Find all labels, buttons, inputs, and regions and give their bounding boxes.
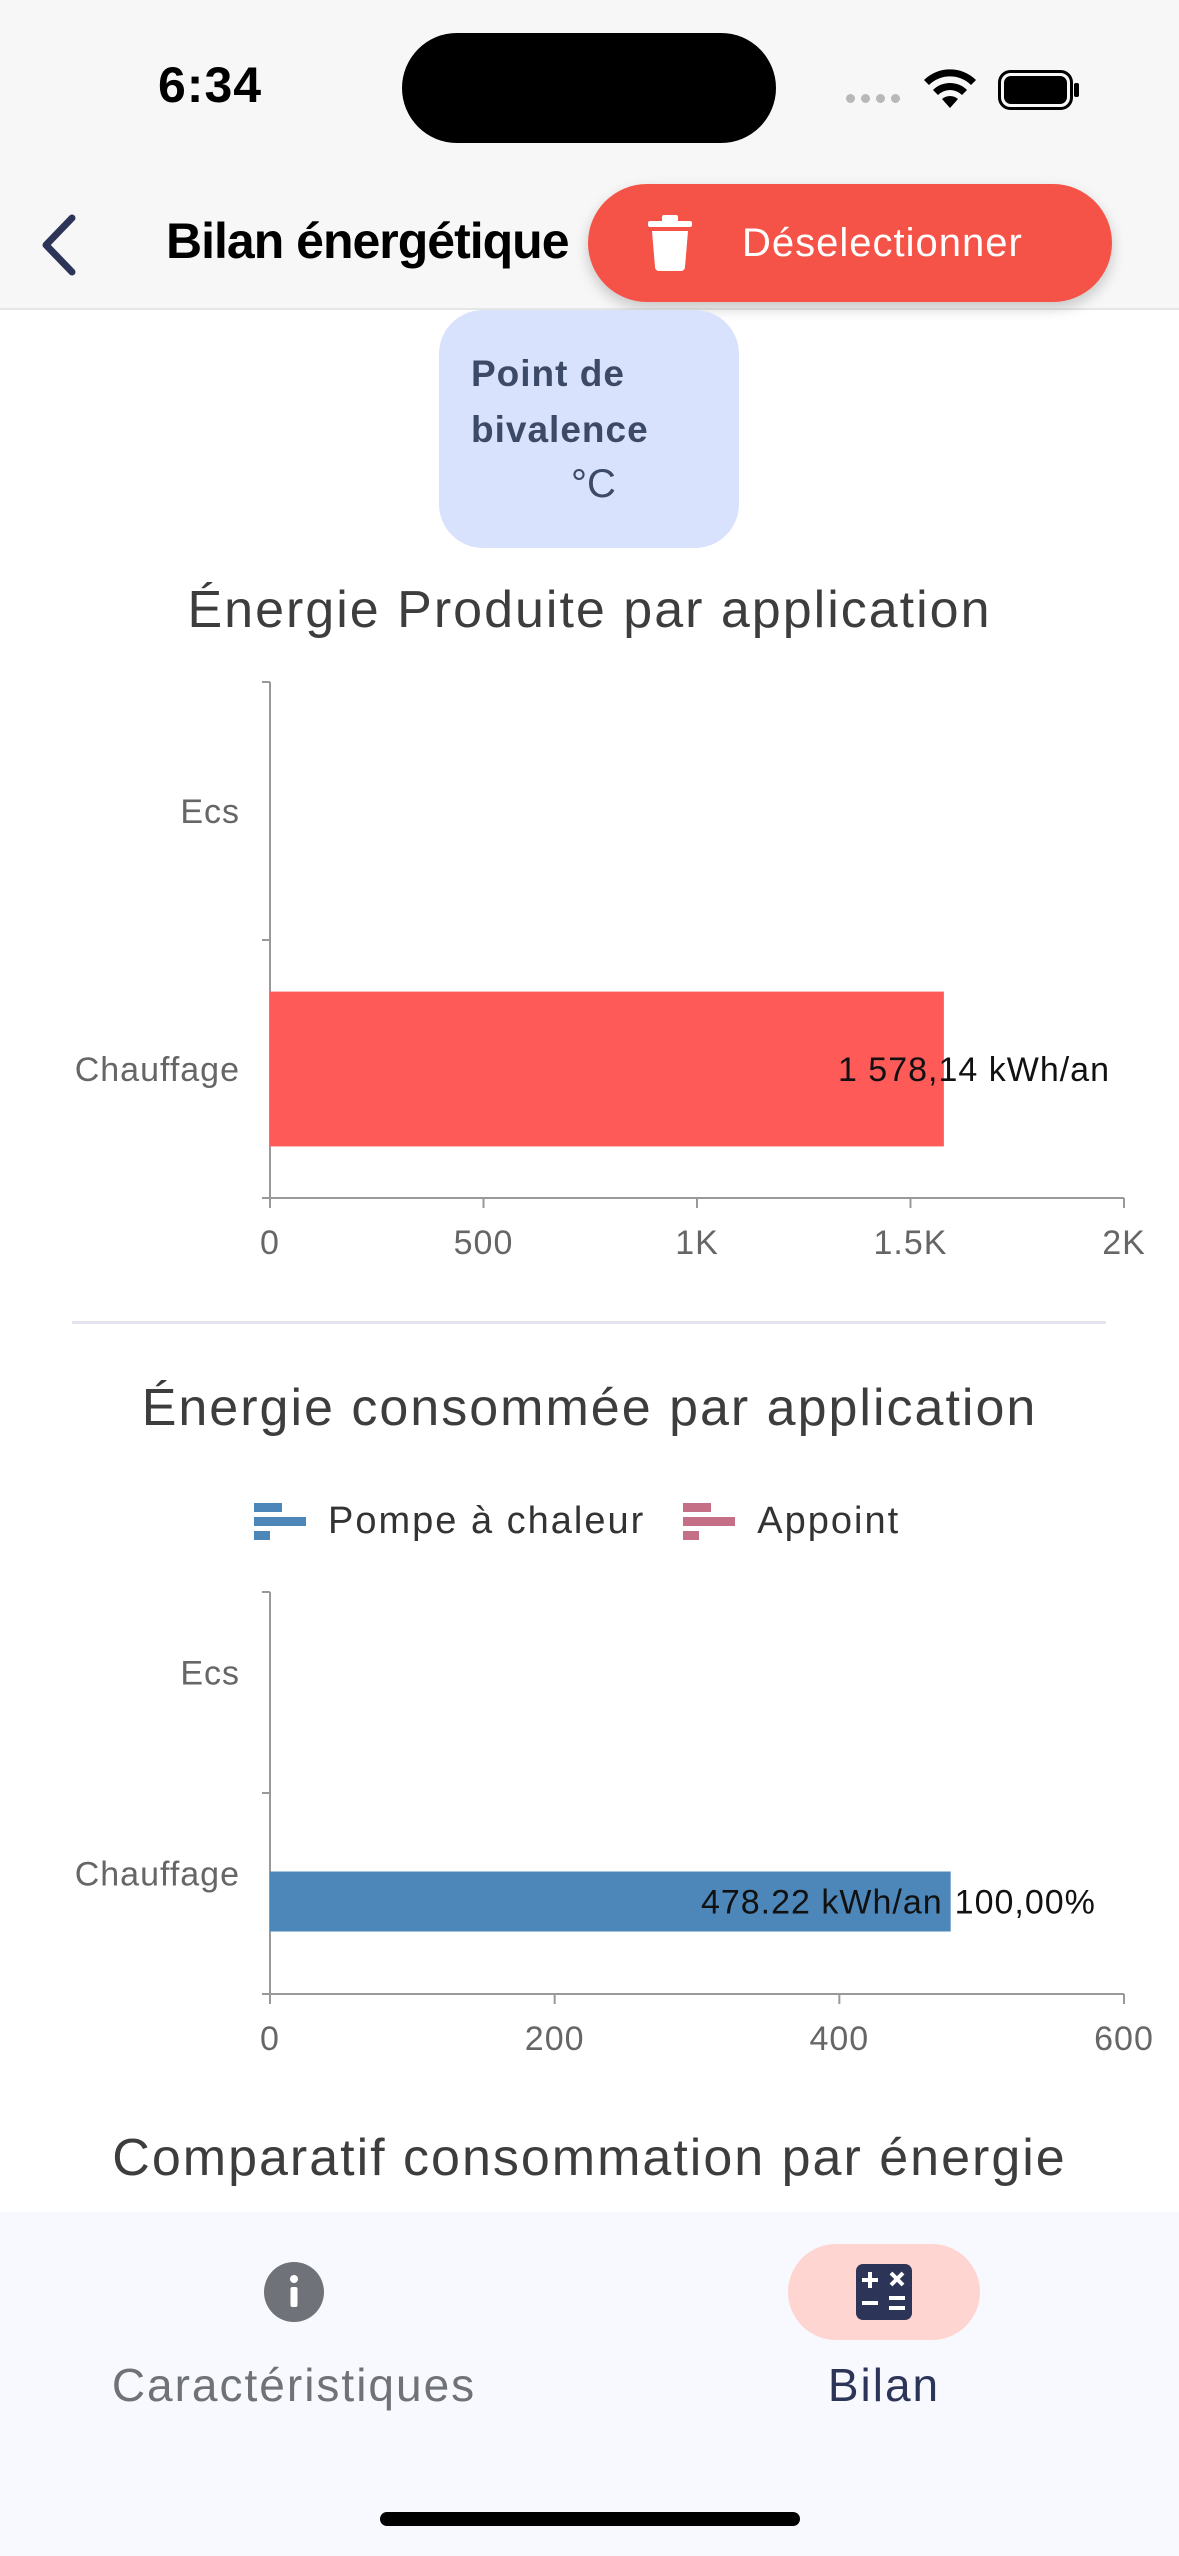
legend-item-heat-pump[interactable]: Pompe à chaleur [254, 1500, 645, 1543]
section-divider [72, 1321, 1106, 1324]
wifi-icon [924, 69, 976, 108]
y-tick-label: Chauffage [75, 1051, 240, 1089]
x-tick-label: 0 [260, 2020, 280, 2058]
deselect-button-label: Déselectionner [742, 220, 1023, 265]
legend-swatch-heat-pump [254, 1502, 306, 1540]
legend-label-appoint: Appoint [757, 1500, 901, 1542]
x-tick-label: 200 [525, 2020, 585, 2058]
app-header: Bilan énergétique Déselectionner [0, 180, 1179, 310]
x-tick-label: 1.5K [874, 1224, 948, 1262]
bar-percent-label: 100,00% [955, 1884, 1096, 1922]
y-tick-label: Ecs [180, 1655, 240, 1693]
x-tick-label: 0 [260, 1224, 280, 1262]
x-tick-label: 600 [1094, 2020, 1154, 2058]
x-tick-label: 1K [675, 1224, 719, 1262]
back-chevron-icon[interactable] [34, 210, 84, 280]
tab-caracteristiques[interactable]: Caractéristiques [104, 2244, 484, 2412]
consumed-energy-title: Énergie consommée par application [141, 1379, 1038, 1437]
deselect-button[interactable]: Déselectionner [588, 184, 1112, 302]
cellular-signal-icon [846, 94, 900, 103]
consumed-energy-legend: Pompe à chaleur Appoint [254, 1500, 938, 1543]
x-tick-label: 400 [809, 2020, 869, 2058]
comparative-energy-title: Comparatif consommation par énergie [112, 2129, 1067, 2187]
legend-swatch-appoint [683, 1502, 736, 1540]
bivalence-point-card: Point de bivalence °C [439, 310, 739, 548]
bar-value-label: 478.22 kWh/an [701, 1884, 943, 1922]
legend-item-appoint[interactable]: Appoint [683, 1500, 900, 1543]
tab-bilan-label: Bilan [827, 2359, 941, 2411]
dynamic-island [402, 33, 776, 143]
bivalence-label: Point de bivalence [471, 353, 649, 450]
page-title: Bilan énergétique [166, 213, 570, 269]
home-indicator [380, 2512, 800, 2526]
produced-energy-title: Énergie Produite par application [187, 581, 992, 639]
bar-chauffage [270, 991, 944, 1147]
status-bar: 6:34 [0, 0, 1179, 180]
x-tick-label: 2K [1102, 1224, 1146, 1262]
battery-icon [998, 70, 1079, 110]
calculator-icon [856, 2264, 912, 2320]
consumed-energy-chart: Ecs Chauffage 0 200 400 600 478.22 kWh/an 100,0… [75, 1591, 1154, 2058]
bar-value-label: 1 578,14 kWh/an [838, 1051, 1110, 1089]
produced-energy-chart: Ecs Chauffage 0 500 1K 1.5K 2K 1 578,14 kWh/an [75, 681, 1146, 1262]
x-tick-label: 500 [454, 1224, 514, 1262]
legend-label-heat-pump: Pompe à chaleur [328, 1500, 646, 1542]
tab-bilan[interactable]: Bilan [786, 2244, 982, 2412]
trash-icon [648, 215, 692, 271]
y-tick-label: Chauffage [75, 1856, 240, 1894]
y-tick-label: Ecs [180, 793, 240, 831]
bivalence-unit: °C [571, 462, 616, 506]
tab-caracteristiques-label: Caractéristiques [111, 2359, 477, 2411]
status-time: 6:34 [158, 57, 263, 113]
bottom-navigation: Caractéristiques Bilan [0, 2212, 1179, 2556]
bar-chauffage-series-0 [270, 1871, 951, 1932]
info-icon [264, 2262, 324, 2322]
